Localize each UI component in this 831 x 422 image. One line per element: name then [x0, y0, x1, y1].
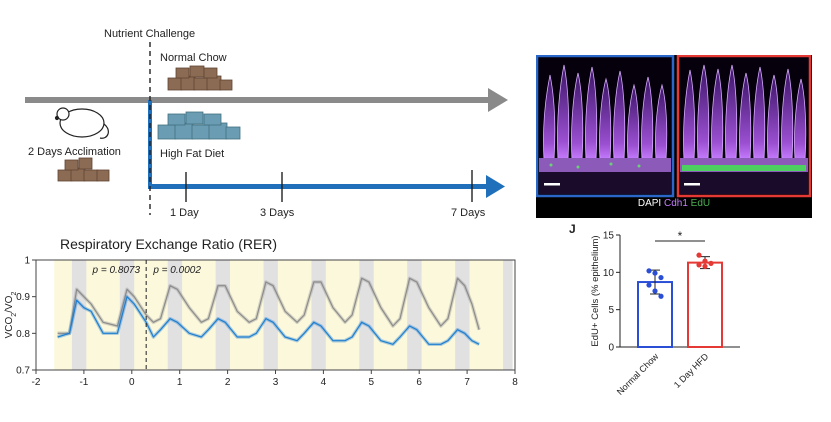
edu-legend: EdU — [690, 198, 711, 209]
dark-period-band — [215, 260, 230, 370]
normal-chow-pellets-icon — [167, 65, 233, 91]
rer-x-tick-label: 7 — [464, 377, 470, 388]
cdh1-legend: Cdh1 — [663, 198, 688, 209]
dapi-legend: DAPI — [637, 198, 662, 209]
hfd-arrow-shaft — [148, 184, 488, 189]
bar-y-tick-label: 10 — [603, 268, 615, 279]
p-value-before: p = 0.8073 — [92, 265, 141, 276]
rer-chart: -2 -1 0 1 2 3 4 5 6 7 8 0.7 0.8 0.9 1 VCO2/VO2 p = 0.807… — [0, 252, 530, 417]
day-3-label: 3 Days — [260, 207, 295, 219]
normal-chow-arrow-shaft — [25, 97, 490, 103]
rer-series-line — [57, 277, 480, 334]
significance-star: * — [678, 229, 683, 243]
rer-x-tick-label: 4 — [321, 377, 327, 388]
rer-x-tick-label: 8 — [512, 377, 518, 388]
rer-x-tick-label: -1 — [79, 377, 88, 388]
bar-y-tick-label: 0 — [608, 343, 614, 354]
bar-y-tick-label: 15 — [603, 231, 615, 242]
data-point — [646, 268, 652, 274]
rer-title: Respiratory Exchange Ratio (RER) — [60, 236, 278, 252]
bar-y-axis-label: EdU+ Cells (% epithelium) — [590, 235, 601, 346]
dark-period-band — [503, 260, 513, 370]
data-point — [708, 260, 714, 266]
rer-x-tick-label: 6 — [416, 377, 422, 388]
rer-x-tick-label: 2 — [225, 377, 231, 388]
rer-x-tick-label: 3 — [273, 377, 279, 388]
mouse-icon — [54, 107, 109, 139]
data-point — [696, 252, 702, 258]
dark-period-band — [311, 260, 326, 370]
rer-x-tick-label: 1 — [177, 377, 183, 388]
rer-y-tick-label: 0.9 — [16, 292, 30, 303]
data-point — [658, 293, 664, 299]
data-point — [702, 258, 708, 264]
micrograph-panel: DAPI Cdh1 EdU — [535, 54, 812, 218]
normal-chow-label: Normal Chow — [160, 52, 227, 64]
data-point — [702, 263, 708, 269]
p-value-after: p = 0.0002 — [152, 265, 201, 276]
data-point — [696, 262, 702, 268]
hfd-pellets-icon — [157, 111, 241, 140]
hfd-arrow-head — [486, 175, 505, 198]
rer-y-tick-label: 1 — [24, 256, 30, 267]
dark-period-band — [407, 260, 422, 370]
dark-period-band — [455, 260, 470, 370]
data-point — [652, 288, 658, 294]
data-point — [658, 274, 664, 281]
bar-category-label: 1 Day HFD — [672, 351, 711, 390]
timeline-schematic: Nutrient Challenge Normal Chow High Fat … — [0, 0, 520, 225]
rer-line-chart: -2 -1 0 1 2 3 4 5 6 7 8 0.7 0.8 0.9 1 VCO2/VO2 p = 0.807… — [4, 256, 518, 389]
panel-j-chart: 0 5 10 15 EdU+ Cells (% epithelium) Normal Ch… — [580, 225, 750, 415]
bar-category-label: Normal Chow — [615, 351, 661, 397]
rer-series-line — [57, 296, 480, 345]
acclimation-label: 2 Days Acclimation — [28, 146, 121, 158]
data-point — [652, 270, 658, 276]
stain-legend: DAPI Cdh1 EdU — [536, 198, 812, 209]
timeline-graphic — [25, 42, 508, 215]
hfd-micrograph — [676, 54, 812, 198]
rer-y-tick-label: 0.7 — [16, 366, 30, 377]
dark-period-band — [71, 260, 87, 370]
bar-hfd — [687, 261, 723, 349]
rer-x-tick-label: 5 — [369, 377, 375, 388]
acclimation-pellets-icon — [57, 157, 110, 182]
normal-chow-arrow-head — [488, 88, 508, 112]
data-point — [646, 282, 652, 288]
dark-period-band — [167, 260, 183, 370]
dark-period-band — [359, 260, 374, 370]
day-1-label: 1 Day — [170, 207, 199, 219]
high-fat-diet-label: High Fat Diet — [160, 148, 225, 160]
dark-period-band — [119, 260, 135, 370]
normal-chow-micrograph — [535, 54, 675, 198]
bar-y-tick-label: 5 — [608, 305, 614, 316]
dark-period-band — [263, 260, 278, 370]
rer-y-axis-label: VCO2/VO2 — [4, 292, 18, 339]
day-7-label: 7 Days — [451, 207, 486, 219]
rer-x-tick-label: -2 — [32, 377, 41, 388]
micrograph-images — [535, 54, 812, 198]
nutrient-challenge-label: Nutrient Challenge — [104, 28, 196, 40]
panel-j-letter: J — [569, 222, 576, 236]
rer-x-tick-label: 0 — [129, 377, 135, 388]
rer-y-tick-label: 0.8 — [16, 329, 30, 340]
